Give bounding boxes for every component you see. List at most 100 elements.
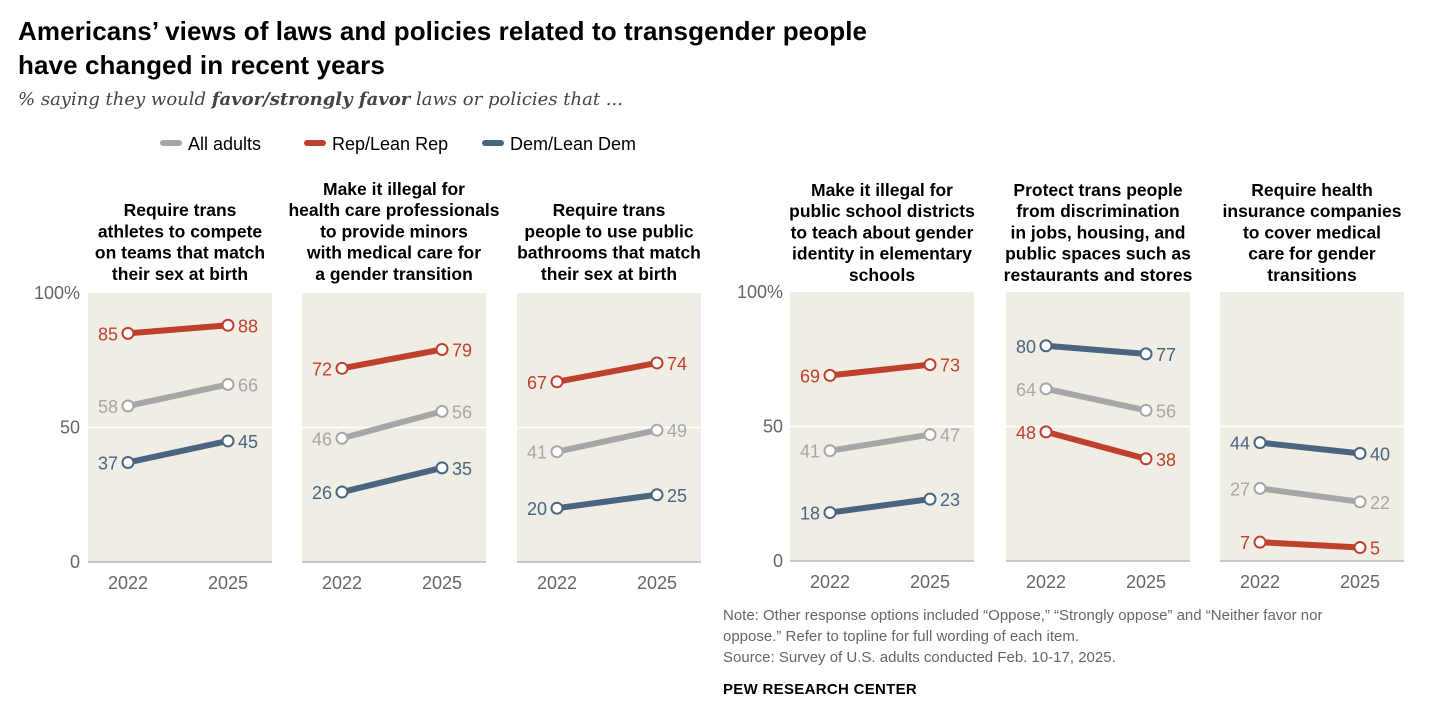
data-label: 47 xyxy=(940,426,960,446)
subtitle-emphasis: favor/strongly favor xyxy=(211,89,411,110)
data-point xyxy=(1353,495,1367,509)
legend-swatch-rep xyxy=(304,140,326,147)
data-label: 48 xyxy=(1016,423,1036,443)
series-line xyxy=(339,408,445,442)
data-label: 64 xyxy=(1016,380,1036,400)
data-point xyxy=(435,461,449,475)
data-point xyxy=(335,485,349,499)
data-point xyxy=(823,444,837,458)
legend-label-rep: Rep/Lean Rep xyxy=(332,134,449,154)
y-tick-label: 0 xyxy=(773,551,783,571)
data-point xyxy=(650,423,664,437)
panel-title-line: schools xyxy=(849,265,915,285)
data-label: 46 xyxy=(312,429,332,449)
data-label: 79 xyxy=(452,340,472,360)
series-line xyxy=(1257,485,1363,505)
series-line xyxy=(554,359,660,385)
series-line xyxy=(1043,342,1149,357)
subtitle-prefix: % saying they would xyxy=(18,89,212,110)
series-line xyxy=(1043,428,1149,462)
panel-title-line: on teams that match xyxy=(95,243,265,263)
panel-title-line: athletes to compete xyxy=(98,221,263,241)
data-label: 38 xyxy=(1156,450,1176,470)
data-label: 25 xyxy=(667,486,687,506)
series-line xyxy=(339,346,445,372)
data-point xyxy=(121,455,135,469)
data-label: 45 xyxy=(238,432,258,452)
panel-title-line: with medical care for xyxy=(306,243,481,263)
x-tick-label: 2025 xyxy=(637,573,677,593)
chart-title: Americans’ views of laws and policies re… xyxy=(18,16,868,80)
data-point xyxy=(121,399,135,413)
panel-title-line: insurance companies xyxy=(1223,201,1402,221)
series-line xyxy=(1257,539,1363,551)
note-line: Note: Other response options included “O… xyxy=(723,607,1323,624)
y-tick-label: 100% xyxy=(737,282,783,302)
data-point xyxy=(121,326,135,340)
subtitle-suffix: laws or policies that ... xyxy=(410,89,623,110)
legend-label-all-adults: All adults xyxy=(188,134,262,154)
series-line xyxy=(554,427,660,455)
series-line xyxy=(125,381,231,409)
pew-logo: PEW RESEARCH CENTER xyxy=(723,681,918,698)
data-label: 58 xyxy=(98,397,118,417)
data-point xyxy=(823,506,837,520)
note-line: oppose.” Refer to topline for full wordi… xyxy=(723,628,1080,645)
x-tick-label: 2025 xyxy=(910,572,950,592)
y-tick-label: 0 xyxy=(70,552,80,572)
data-label: 41 xyxy=(527,443,547,463)
data-point xyxy=(435,404,449,418)
series-line xyxy=(125,322,231,337)
x-tick-label: 2022 xyxy=(810,572,850,592)
data-point xyxy=(923,358,937,372)
legend-item-dem: Dem/Lean Dem xyxy=(482,134,636,154)
data-point xyxy=(550,445,564,459)
panel-title-line: in jobs, housing, and xyxy=(1011,222,1186,242)
y-tick-label: 100% xyxy=(34,283,80,303)
chart-subtitle: % saying they would favor/strongly favor… xyxy=(18,89,623,110)
data-point xyxy=(335,361,349,375)
x-tick-label: 2025 xyxy=(1340,572,1380,592)
panel-title-line: Require trans xyxy=(553,200,666,220)
data-label: 44 xyxy=(1230,434,1250,454)
data-point xyxy=(550,375,564,389)
data-point xyxy=(1139,347,1153,361)
data-label: 37 xyxy=(98,453,118,473)
data-point xyxy=(1039,339,1053,353)
panel-title-line: bathrooms that match xyxy=(517,243,701,263)
data-label: 88 xyxy=(238,316,258,336)
panel-title-line: Make it illegal for xyxy=(811,180,953,200)
data-point xyxy=(550,501,564,515)
data-label: 56 xyxy=(452,402,472,422)
panel-title-line: from discrimination xyxy=(1016,201,1179,221)
data-label: 77 xyxy=(1156,345,1176,365)
data-point xyxy=(1253,535,1267,549)
x-tick-label: 2025 xyxy=(422,573,462,593)
panel-title-line: public school districts xyxy=(789,201,975,221)
series-line xyxy=(1043,385,1149,414)
panel-title-line: their sex at birth xyxy=(541,264,677,284)
x-tick-label: 2025 xyxy=(208,573,248,593)
legend-label-dem: Dem/Lean Dem xyxy=(510,134,637,154)
data-point xyxy=(1253,481,1267,495)
panel-title-line: health care professionals xyxy=(288,200,499,220)
data-point xyxy=(923,492,937,506)
panel-title-line: public spaces such as xyxy=(1005,244,1191,264)
x-tick-label: 2022 xyxy=(537,573,577,593)
data-label: 73 xyxy=(940,356,960,376)
y-tick-label: 50 xyxy=(763,417,783,437)
series-line xyxy=(827,361,933,379)
legend-item-all-adults: All adults xyxy=(160,134,261,154)
data-point xyxy=(335,431,349,445)
data-point xyxy=(1353,541,1367,555)
data-label: 35 xyxy=(452,459,472,479)
data-label: 27 xyxy=(1230,479,1250,499)
data-point xyxy=(1139,403,1153,417)
data-point xyxy=(221,318,235,332)
data-label: 49 xyxy=(667,421,687,441)
data-point xyxy=(221,434,235,448)
source-line: Source: Survey of U.S. adults conducted … xyxy=(723,649,1116,666)
panel-title-line: restaurants and stores xyxy=(1004,265,1193,285)
data-point xyxy=(823,368,837,382)
